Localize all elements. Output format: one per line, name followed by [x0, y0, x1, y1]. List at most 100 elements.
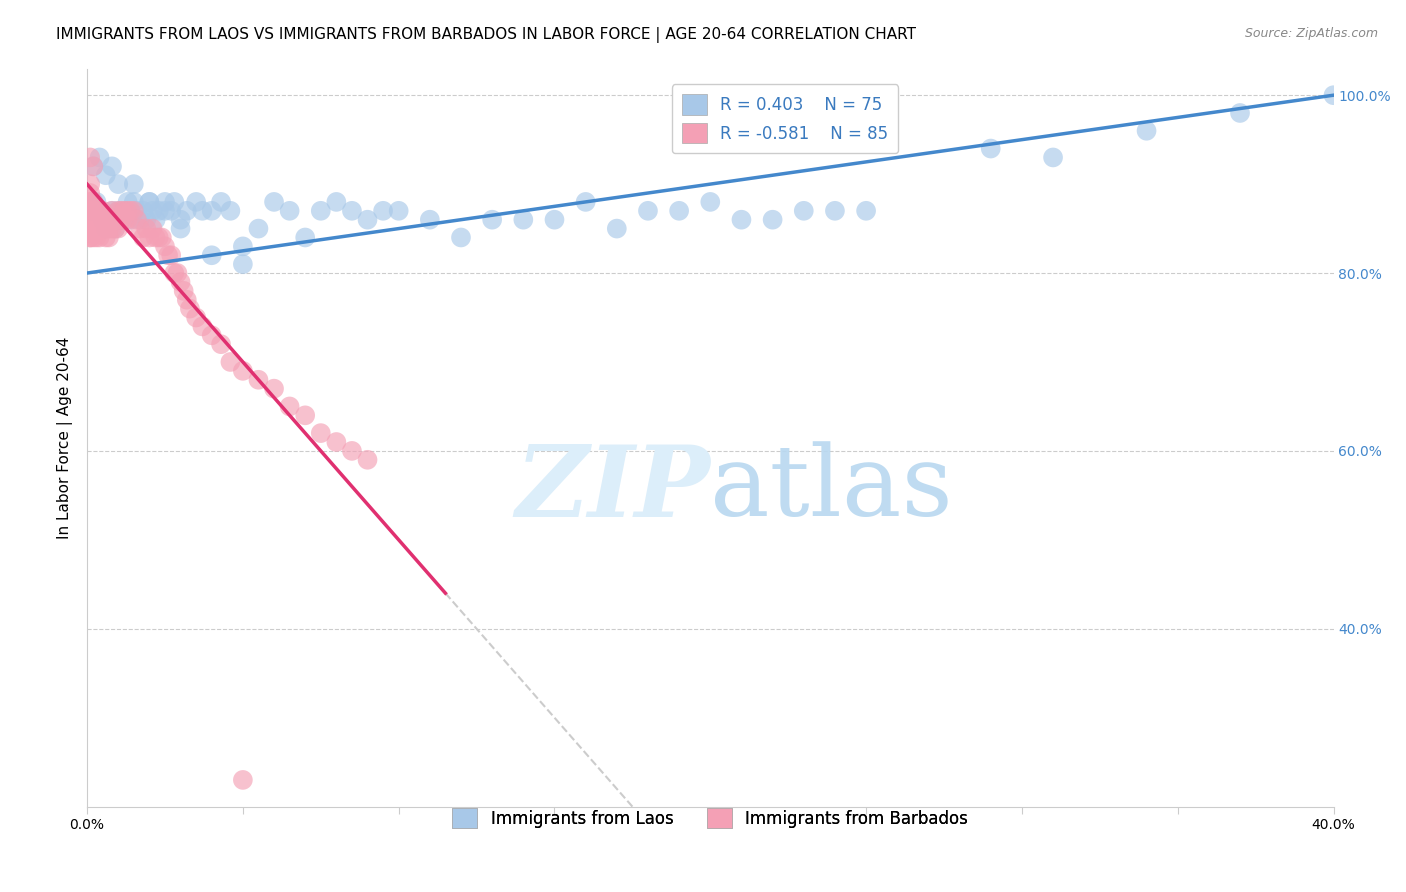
- Point: [232, 364, 254, 378]
- Point: [512, 212, 534, 227]
- Point: [325, 435, 347, 450]
- Point: [89, 203, 111, 218]
- Point: [110, 212, 132, 227]
- Point: [107, 203, 129, 218]
- Point: [82, 230, 104, 244]
- Text: atlas: atlas: [710, 442, 953, 537]
- Point: [91, 212, 114, 227]
- Point: [79, 177, 101, 191]
- Point: [637, 203, 659, 218]
- Point: [668, 203, 690, 218]
- Text: IMMIGRANTS FROM LAOS VS IMMIGRANTS FROM BARBADOS IN LABOR FORCE | AGE 20-64 CORR: IMMIGRANTS FROM LAOS VS IMMIGRANTS FROM …: [56, 27, 917, 43]
- Point: [699, 194, 721, 209]
- Point: [340, 443, 363, 458]
- Point: [89, 221, 111, 235]
- Point: [163, 194, 186, 209]
- Point: [86, 230, 108, 244]
- Point: [138, 194, 160, 209]
- Point: [91, 203, 114, 218]
- Point: [209, 337, 232, 351]
- Point: [173, 284, 195, 298]
- Point: [247, 373, 270, 387]
- Point: [148, 203, 170, 218]
- Point: [114, 212, 136, 227]
- Point: [79, 203, 101, 218]
- Point: [153, 203, 176, 218]
- Point: [89, 212, 111, 227]
- Point: [120, 212, 142, 227]
- Point: [176, 203, 198, 218]
- Point: [107, 212, 129, 227]
- Point: [107, 203, 129, 218]
- Point: [356, 452, 378, 467]
- Point: [294, 409, 316, 423]
- Point: [125, 203, 148, 218]
- Point: [104, 221, 127, 235]
- Point: [575, 194, 598, 209]
- Point: [356, 212, 378, 227]
- Point: [79, 186, 101, 200]
- Text: Source: ZipAtlas.com: Source: ZipAtlas.com: [1244, 27, 1378, 40]
- Point: [209, 194, 232, 209]
- Point: [730, 212, 752, 227]
- Point: [94, 168, 117, 182]
- Point: [419, 212, 441, 227]
- Point: [91, 221, 114, 235]
- Point: [107, 221, 129, 235]
- Point: [371, 203, 394, 218]
- Point: [201, 203, 224, 218]
- Point: [86, 194, 108, 209]
- Point: [153, 239, 176, 253]
- Point: [79, 203, 101, 218]
- Point: [79, 221, 101, 235]
- Point: [94, 212, 117, 227]
- Point: [325, 194, 347, 209]
- Point: [97, 230, 120, 244]
- Point: [980, 142, 1002, 156]
- Point: [129, 212, 152, 227]
- Point: [145, 230, 167, 244]
- Point: [94, 221, 117, 235]
- Point: [122, 177, 145, 191]
- Point: [91, 212, 114, 227]
- Point: [79, 194, 101, 209]
- Point: [184, 310, 207, 325]
- Point: [79, 230, 101, 244]
- Point: [104, 212, 127, 227]
- Point: [114, 203, 136, 218]
- Point: [79, 151, 101, 165]
- Point: [606, 221, 628, 235]
- Point: [122, 203, 145, 218]
- Point: [824, 203, 846, 218]
- Text: ZIP: ZIP: [515, 441, 710, 538]
- Point: [129, 221, 152, 235]
- Point: [309, 203, 332, 218]
- Point: [762, 212, 785, 227]
- Point: [101, 159, 124, 173]
- Point: [82, 221, 104, 235]
- Point: [191, 319, 214, 334]
- Point: [82, 194, 104, 209]
- Legend: Immigrants from Laos, Immigrants from Barbados: Immigrants from Laos, Immigrants from Ba…: [446, 802, 974, 835]
- Point: [97, 212, 120, 227]
- Point: [1042, 151, 1064, 165]
- Point: [79, 194, 101, 209]
- Point: [94, 230, 117, 244]
- Point: [176, 293, 198, 307]
- Point: [89, 151, 111, 165]
- Point: [79, 212, 101, 227]
- Point: [388, 203, 411, 218]
- Point: [160, 248, 183, 262]
- Point: [110, 203, 132, 218]
- Point: [141, 203, 163, 218]
- Point: [157, 248, 180, 262]
- Point: [79, 212, 101, 227]
- Point: [79, 203, 101, 218]
- Point: [153, 194, 176, 209]
- Point: [132, 203, 155, 218]
- Point: [138, 194, 160, 209]
- Point: [219, 203, 242, 218]
- Point: [125, 212, 148, 227]
- Point: [166, 266, 188, 280]
- Point: [263, 382, 285, 396]
